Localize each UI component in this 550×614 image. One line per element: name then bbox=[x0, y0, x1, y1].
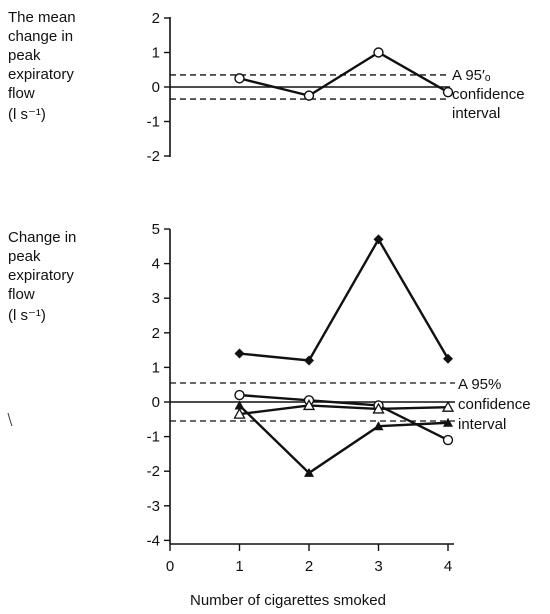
top-ylabel-line-1: The mean bbox=[8, 9, 76, 26]
scan-artifact-mark bbox=[7, 412, 13, 427]
bottom-series-open-triangle-point bbox=[372, 402, 385, 414]
bottom-ylabel-line-1: Change in bbox=[8, 229, 77, 246]
bottom-series-filled-diamond-point bbox=[234, 348, 245, 359]
top-y-tick-label: -2 bbox=[147, 148, 160, 165]
bottom-ci-annotation-line-1: A 95% bbox=[458, 376, 502, 393]
top-y-tick-label: 2 bbox=[152, 10, 160, 27]
bottom-series-open-circle-point bbox=[442, 434, 454, 446]
bottom-series-open-triangle-point bbox=[233, 407, 246, 419]
bottom-series-filled-triangle-point bbox=[304, 467, 314, 477]
bottom-y-tick-label: 1 bbox=[152, 359, 160, 376]
bottom-ylabel-line-2: peak bbox=[8, 248, 41, 265]
bottom-series-filled-triangle-point bbox=[373, 421, 384, 431]
bottom-y-tick-label: 5 bbox=[152, 221, 160, 238]
bottom-series-open-triangle-point bbox=[302, 399, 316, 411]
bottom-y-tick-label: -2 bbox=[147, 463, 160, 480]
bottom-series-filled-triangle-point bbox=[234, 400, 245, 410]
top-ci-annotation-line-3: interval bbox=[452, 105, 501, 122]
bottom-series-filled-triangle-point bbox=[443, 417, 453, 427]
top-series-open-circle-line bbox=[239, 51, 449, 97]
bottom-y-tick-label: -1 bbox=[147, 429, 160, 446]
bottom-y-tick-label: 4 bbox=[152, 256, 160, 273]
top-y-tick-label: 1 bbox=[152, 45, 160, 62]
bottom-series-filled-diamond-line bbox=[239, 236, 450, 362]
bottom-series-open-circle-point bbox=[234, 389, 245, 401]
top-series-open-circle-point bbox=[373, 47, 384, 58]
x-tick-label: 2 bbox=[305, 558, 313, 575]
bottom-ci-annotation-line-3: interval bbox=[458, 416, 507, 433]
bottom-series-open-triangle-line bbox=[239, 404, 449, 416]
bottom-series-open-circle-line bbox=[239, 393, 449, 442]
bottom-y-tick-label: 3 bbox=[152, 290, 160, 307]
top-series-open-circle-point bbox=[303, 90, 315, 101]
x-tick-label: 1 bbox=[235, 558, 243, 575]
x-tick-label: 3 bbox=[374, 558, 382, 575]
bottom-ylabel-line-3: expiratory bbox=[8, 267, 74, 284]
bottom-series-filled-triangle-line bbox=[238, 404, 449, 475]
bottom-y-tick-label: -3 bbox=[147, 498, 160, 515]
top-ylabel-line-3: peak bbox=[8, 47, 41, 64]
top-ylabel-line-2: change in bbox=[8, 28, 74, 45]
top-ylabel-line-6: (l s⁻¹) bbox=[8, 106, 46, 123]
bottom-series-filled-diamond-point bbox=[443, 353, 453, 364]
top-series-open-circle-point bbox=[442, 86, 454, 98]
top-ci-annotation-line-1: A 95′ₒ bbox=[452, 67, 491, 84]
top-ci-annotation-line-2: confidence bbox=[452, 86, 525, 103]
x-axis-label: Number of cigarettes smoked bbox=[190, 592, 386, 609]
bottom-series-open-triangle-point bbox=[441, 400, 455, 412]
bottom-y-tick-label: 0 bbox=[152, 394, 160, 411]
top-ylabel-line-4: expiratory bbox=[8, 66, 74, 83]
bottom-ylabel-line-4: flow bbox=[8, 286, 35, 303]
bottom-ci-annotation-line-2: confidence bbox=[458, 396, 531, 413]
top-ylabel-line-5: flow bbox=[8, 85, 35, 102]
bottom-y-tick-label: 2 bbox=[152, 325, 160, 342]
bottom-y-tick-label: -4 bbox=[147, 532, 160, 549]
bottom-ylabel-line-5: (l s⁻¹) bbox=[8, 307, 46, 324]
x-tick-label: 0 bbox=[166, 558, 174, 575]
bottom-series-filled-diamond-point bbox=[373, 234, 384, 245]
top-y-tick-label: 0 bbox=[152, 79, 160, 96]
x-tick-label: 4 bbox=[444, 558, 452, 575]
bottom-series-filled-diamond-point bbox=[304, 355, 314, 366]
top-y-tick-label: -1 bbox=[147, 114, 160, 131]
top-series-open-circle-point bbox=[234, 73, 245, 84]
